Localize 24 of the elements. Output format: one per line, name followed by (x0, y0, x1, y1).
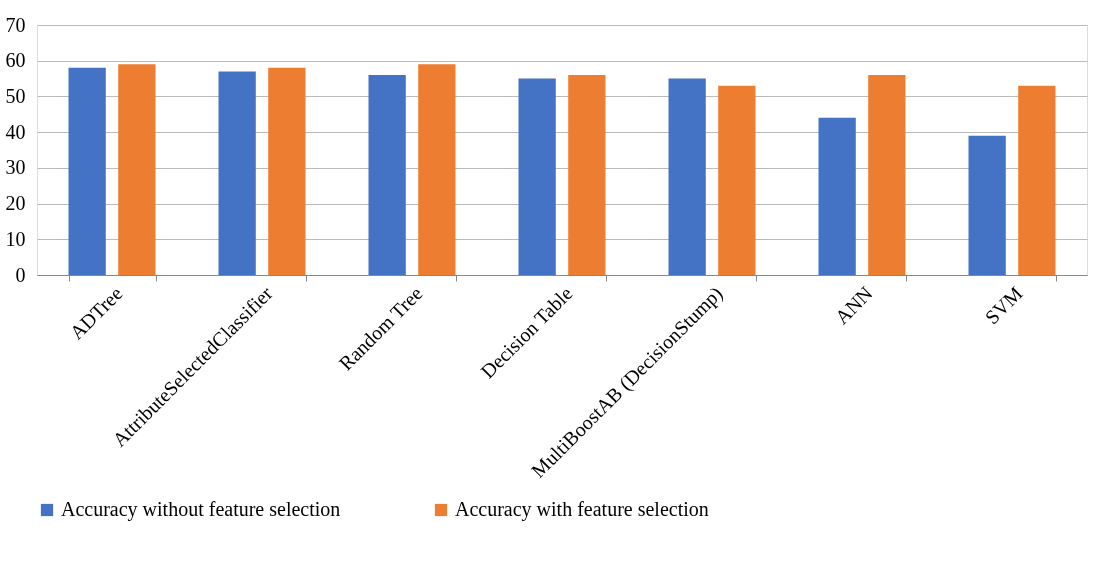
y-tick-label: 50 (5, 84, 26, 107)
y-tick-label: 30 (5, 156, 26, 179)
bar (818, 117, 856, 275)
legend-label: Accuracy with feature selection (455, 498, 709, 521)
y-tick-label: 20 (5, 192, 26, 215)
bar (1018, 85, 1056, 275)
y-tick-label: 0 (15, 263, 26, 286)
bar (868, 75, 906, 275)
bar (518, 78, 556, 275)
bar (718, 85, 756, 275)
bar (418, 64, 456, 275)
y-tick-label: 10 (5, 227, 26, 250)
bar (218, 71, 256, 275)
legend-label: Accuracy without feature selection (61, 498, 341, 521)
bar (668, 78, 706, 275)
bar (268, 67, 306, 275)
bar (968, 135, 1006, 275)
y-tick-label: 40 (5, 120, 26, 143)
bar (368, 75, 406, 275)
bar (118, 64, 156, 275)
bar (568, 75, 606, 275)
y-tick-label: 60 (5, 49, 26, 72)
y-tick-label: 70 (5, 13, 26, 36)
bar (68, 67, 106, 275)
